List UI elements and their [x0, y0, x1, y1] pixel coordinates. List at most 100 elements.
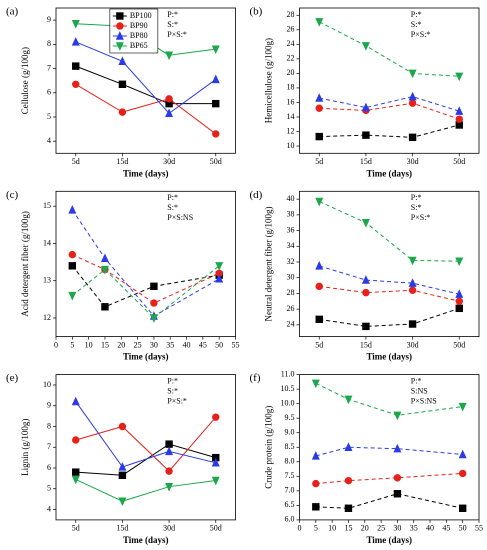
- x-axis-label: Time (days): [123, 168, 169, 178]
- y-tick-label: 6: [47, 463, 51, 472]
- panel: 5d 15d 30d 50d 4 5 6 7 8 9 10 Time (days) Lignin (g/…: [6, 372, 236, 545]
- y-tick-label: 28: [287, 10, 295, 19]
- marker: [393, 411, 402, 421]
- marker: [315, 315, 323, 324]
- y-tick-label: 20: [287, 68, 295, 77]
- x-tick-label: 5d: [72, 157, 80, 166]
- marker: [118, 462, 127, 471]
- marker: [361, 102, 370, 112]
- marker: [315, 132, 323, 141]
- x-axis-label: Time (days): [366, 535, 412, 545]
- marker: [408, 91, 417, 101]
- marker: [458, 504, 467, 512]
- y-tick-label: 10: [43, 380, 51, 389]
- x-tick-label: 50: [459, 524, 467, 533]
- annotation: P:*: [411, 10, 422, 19]
- series-line: [71, 265, 220, 308]
- marker: [315, 93, 324, 102]
- marker: [455, 257, 464, 267]
- annotation: P:*: [167, 376, 178, 385]
- marker: [115, 42, 124, 51]
- marker: [215, 262, 224, 271]
- marker: [455, 289, 464, 298]
- series-line: [319, 96, 460, 112]
- plot-frame: [299, 374, 480, 521]
- x-tick-label: 40: [183, 340, 191, 349]
- marker: [116, 22, 124, 30]
- annotation: P×S:*: [167, 396, 187, 405]
- marker: [344, 476, 353, 485]
- x-axis-label: Time (days): [123, 535, 169, 545]
- y-tick-label: 7.5: [285, 471, 295, 480]
- y-tick-label: 40: [287, 194, 295, 203]
- y-tick-label: 26: [287, 25, 295, 34]
- panel: 5d 15d 30d 50d 24 26 28 30 32 34 36 38 40 Time (days)…: [250, 189, 480, 362]
- marker: [68, 205, 77, 214]
- plot-frame: [55, 374, 236, 521]
- x-tick-label: 15d: [116, 524, 128, 533]
- y-tick-label: 6.5: [285, 500, 295, 509]
- marker: [344, 395, 353, 405]
- marker: [408, 133, 417, 142]
- x-axis-label: Time (days): [366, 352, 412, 362]
- y-tick-label: 4: [47, 504, 51, 513]
- marker: [362, 322, 370, 331]
- panel: 5d 15d 30d 50d 4 5 6 7 8 9 Time (days) Cellulose (g…: [6, 6, 236, 178]
- series-line: [319, 21, 460, 77]
- panel-label: (b): [250, 6, 263, 18]
- panel-label: (d): [250, 189, 263, 201]
- marker: [408, 256, 417, 266]
- y-axis-label: Acid detergent fiber (g/100g): [20, 211, 30, 317]
- marker: [118, 56, 127, 65]
- x-tick-label: 45: [199, 340, 207, 349]
- annotation: S:NS: [411, 386, 428, 395]
- marker: [311, 451, 320, 460]
- marker: [118, 497, 127, 507]
- x-tick-label: 50d: [453, 157, 465, 166]
- x-tick-label: 50d: [210, 524, 222, 533]
- annotation: S:*: [411, 203, 422, 212]
- marker: [72, 436, 80, 444]
- marker: [215, 273, 224, 283]
- marker: [408, 69, 417, 79]
- y-tick-label: 10.5: [281, 384, 295, 393]
- marker: [118, 80, 127, 88]
- marker: [211, 74, 220, 84]
- annotation: P:*: [411, 376, 422, 385]
- y-tick-label: 5: [47, 484, 51, 493]
- y-tick-label: 11.0: [281, 369, 295, 378]
- marker: [315, 18, 324, 27]
- x-tick-label: 20: [117, 340, 125, 349]
- y-tick-label: 9: [47, 15, 51, 24]
- marker: [312, 479, 320, 488]
- annotation: P:*: [167, 10, 178, 19]
- x-tick-label: 55: [475, 524, 483, 533]
- x-tick-label: 25: [134, 340, 142, 349]
- marker: [68, 250, 77, 259]
- x-tick-label: 55: [232, 340, 240, 349]
- marker: [455, 297, 463, 305]
- x-tick-label: 15: [344, 524, 352, 533]
- y-axis-label: Crude protein (g/100g): [264, 406, 274, 489]
- y-tick-label: 12: [43, 313, 51, 322]
- marker: [393, 474, 402, 482]
- marker: [68, 291, 77, 301]
- marker: [150, 299, 158, 307]
- series-line: [319, 124, 460, 138]
- marker: [211, 457, 220, 467]
- x-axis-label: Time (days): [366, 168, 412, 178]
- marker: [455, 115, 463, 123]
- y-tick-label: 16: [287, 97, 295, 106]
- series-line: [75, 478, 216, 502]
- panel-label: (e): [6, 372, 19, 384]
- annotation: P×S:*: [411, 30, 431, 39]
- y-tick-label: 8: [47, 39, 51, 48]
- x-tick-label: 5d: [315, 157, 323, 166]
- y-tick-label: 12: [287, 126, 295, 135]
- marker: [72, 62, 80, 70]
- annotation: S:*: [411, 20, 422, 29]
- marker: [150, 282, 158, 291]
- series-line: [75, 83, 217, 135]
- marker: [212, 99, 220, 108]
